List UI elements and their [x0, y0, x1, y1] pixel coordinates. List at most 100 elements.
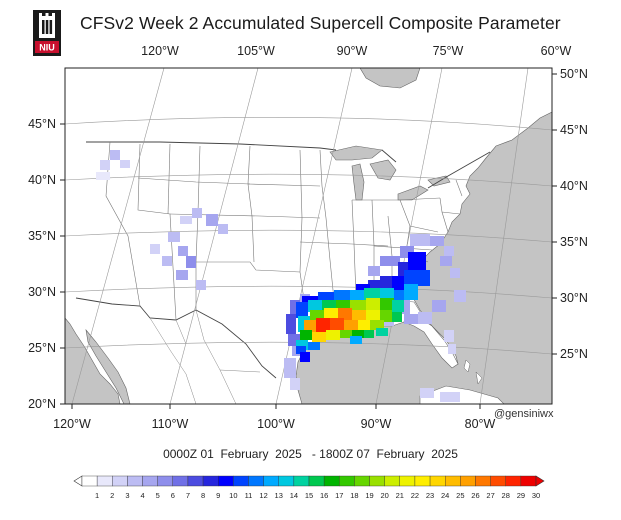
scp-cell	[380, 298, 394, 310]
colorbar-box	[293, 475, 310, 487]
niu-logo: NIU	[33, 10, 61, 56]
scp-cell	[286, 314, 296, 334]
colorbar-box	[278, 475, 295, 487]
colorbar-box	[475, 475, 491, 487]
florida	[403, 317, 459, 369]
colorbar-tick-label: 19	[365, 491, 373, 500]
colorbar-tick-label: 13	[275, 491, 283, 500]
colorbar-box	[142, 475, 158, 487]
scp-cell	[366, 310, 380, 322]
scp-cell	[334, 290, 350, 302]
colorbar-max-arrow	[535, 475, 545, 487]
colorbar-box	[384, 475, 401, 487]
colorbar-tick-label: 7	[186, 491, 190, 500]
colorbar-tick-label: 24	[441, 491, 449, 500]
scp-cell	[404, 314, 418, 324]
colorbar-tick-label: 29	[517, 491, 525, 500]
scp-cell	[358, 320, 370, 330]
scp-cell	[380, 256, 400, 266]
colorbar-box	[187, 475, 204, 487]
scp-cell	[352, 330, 364, 338]
scp-cell	[192, 208, 202, 218]
scp-cell	[380, 276, 392, 288]
left-lat-label: 25°N	[28, 341, 56, 355]
scp-cell	[308, 342, 320, 350]
scp-cell	[356, 284, 370, 294]
scp-cell	[290, 300, 300, 314]
scp-cell	[312, 332, 326, 342]
scp-cell	[300, 352, 310, 362]
colorbar-box	[339, 475, 355, 487]
scp-cell	[176, 270, 188, 280]
right-lat-label: 45°N	[560, 123, 588, 137]
scp-cell	[368, 266, 380, 276]
scp-cell	[330, 318, 344, 330]
colorbar-box	[127, 475, 143, 487]
scp-cell	[418, 312, 432, 324]
scp-cell	[430, 236, 444, 246]
scp-cell	[316, 318, 330, 332]
scp-cell	[366, 298, 380, 310]
colorbar-tick-label: 11	[245, 491, 253, 500]
bottom-lon-label: 120°W	[53, 417, 91, 431]
colorbar-box	[429, 475, 446, 487]
scp-cell	[338, 308, 352, 320]
scp-cell	[296, 302, 308, 318]
colorbar-tick-label: 9	[216, 491, 220, 500]
scp-cell	[100, 160, 110, 170]
scp-cell	[296, 346, 306, 354]
scp-cell	[410, 234, 430, 246]
bahamas	[463, 359, 483, 385]
right-lat-label: 50°N	[560, 67, 588, 81]
colorbar-tick-label: 21	[396, 491, 404, 500]
graticule	[65, 68, 552, 404]
scp-cell	[344, 320, 358, 330]
colorbar-box	[96, 475, 113, 487]
scp-cell	[380, 288, 394, 300]
scp-cell	[420, 388, 434, 398]
scp-cell	[392, 290, 404, 302]
scp-cell	[308, 300, 322, 312]
colorbar-tick-label: 12	[259, 491, 267, 500]
scp-cell	[178, 246, 188, 256]
colorbar-boxes	[73, 475, 545, 487]
scp-cell	[326, 330, 340, 340]
scp-cell	[350, 300, 366, 312]
us-canada-border	[86, 141, 491, 189]
right-lat-label: 40°N	[560, 179, 588, 193]
colorbar-tick-label: 22	[411, 491, 419, 500]
colorbar-tick-label: 15	[305, 491, 313, 500]
colorbar-box	[505, 475, 522, 487]
colorbar-tick-label: 2	[110, 491, 114, 500]
scp-cell	[392, 300, 404, 312]
scp-cell	[454, 290, 466, 302]
scp-cell	[304, 320, 316, 332]
colorbar-box	[233, 475, 249, 487]
left-lat-label: 40°N	[28, 173, 56, 187]
left-lat-label: 35°N	[28, 229, 56, 243]
scp-cell	[348, 290, 364, 302]
scp-cell	[448, 344, 456, 354]
colorbar-box	[112, 475, 128, 487]
scp-cell	[440, 256, 452, 266]
scp-cell	[206, 214, 218, 226]
scp-cell	[340, 330, 352, 338]
colorbar-tick-label: 28	[502, 491, 510, 500]
colorbar-tick-label: 8	[201, 491, 205, 500]
colorbar-box	[323, 475, 340, 487]
bottom-lon-label: 100°W	[257, 417, 295, 431]
bottom-lon-label: 90°W	[361, 417, 392, 431]
left-lat-label: 20°N	[28, 397, 56, 411]
colorbar-box	[81, 475, 98, 487]
scp-cell	[324, 308, 338, 320]
colorbar-tick-label: 27	[486, 491, 494, 500]
scp-cell	[418, 270, 430, 286]
credit-handle: @gensiniwx	[494, 408, 554, 420]
colorbar-box	[172, 475, 189, 487]
colorbar-tick-label: 16	[320, 491, 328, 500]
scp-cell	[432, 300, 446, 312]
scp-cell	[404, 270, 418, 284]
scp-cell	[364, 330, 374, 338]
